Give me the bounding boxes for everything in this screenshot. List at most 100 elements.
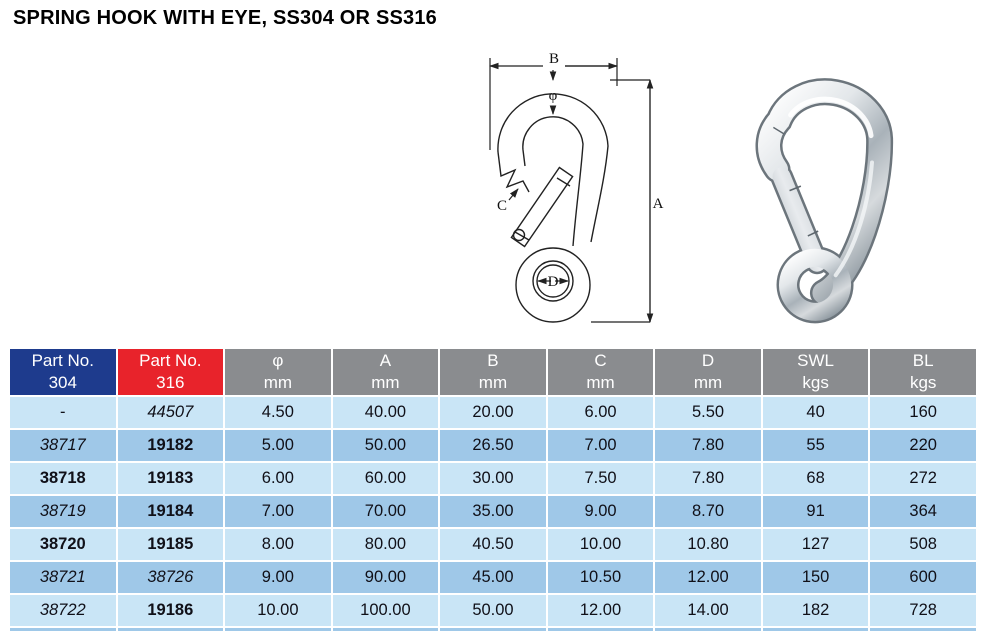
cell: 19184 — [117, 496, 224, 527]
hook-outline — [497, 93, 609, 323]
table-row: 38719 19184 7.00 70.00 35.00 9.00 8.70 91 364 — [10, 496, 976, 527]
cell: 7.00 — [225, 496, 331, 527]
cell: 30.00 — [440, 463, 546, 494]
table-row-clipped — [10, 628, 976, 631]
product-photo — [755, 78, 894, 324]
table-row: 38721 38726 9.00 90.00 45.00 10.50 12.00 150 600 — [10, 562, 976, 593]
cell: 10.00 — [547, 529, 654, 560]
cell: 38717 — [10, 430, 116, 461]
column-header-part-no-316: Part No. 316 — [117, 349, 224, 395]
cell: - — [10, 397, 116, 428]
cell: 272 — [870, 463, 976, 494]
column-header-swl-kgs: SWL kgs — [762, 349, 869, 395]
spec-table-body: -44507 4.50 40.00 20.00 6.00 5.50 40 160 38717 19… — [10, 397, 976, 631]
cell: 7.80 — [655, 463, 761, 494]
cell: 7.50 — [547, 463, 654, 494]
cell: 7.00 — [547, 430, 654, 461]
cell: 508 — [870, 529, 976, 560]
cell: 9.00 — [225, 562, 331, 593]
cell: 5.50 — [655, 397, 761, 428]
cell: 70.00 — [332, 496, 439, 527]
cell — [762, 628, 869, 631]
cell: 19185 — [117, 529, 224, 560]
cell: 100.00 — [332, 595, 439, 626]
cell: 68 — [762, 463, 869, 494]
cell: 10.00 — [225, 595, 331, 626]
dim-c-label: C — [497, 198, 507, 214]
cell: 6.00 — [225, 463, 331, 494]
cell: 40.50 — [440, 529, 546, 560]
dim-phi-label: φ — [549, 88, 558, 104]
cell: 38726 — [117, 562, 224, 593]
cell: 60.00 — [332, 463, 439, 494]
cell: 50.00 — [332, 430, 439, 461]
cell: 150 — [762, 562, 869, 593]
column-header--mm: φ mm — [225, 349, 331, 395]
cell: 55 — [762, 430, 869, 461]
table-row: -44507 4.50 40.00 20.00 6.00 5.50 40 160 — [10, 397, 976, 428]
cell: 7.80 — [655, 430, 761, 461]
cell: 19182 — [117, 430, 224, 461]
cell: 12.00 — [547, 595, 654, 626]
cell: 26.50 — [440, 430, 546, 461]
cell: 160 — [870, 397, 976, 428]
cell: 45.00 — [440, 562, 546, 593]
dim-d-label: D — [548, 274, 559, 290]
cell: 38719 — [10, 496, 116, 527]
page-title: SPRING HOOK WITH EYE, SS304 OR SS316 — [13, 7, 437, 29]
cell: 80.00 — [332, 529, 439, 560]
table-row: 38717 19182 5.00 50.00 26.50 7.00 7.80 55 220 — [10, 430, 976, 461]
cell: 127 — [762, 529, 869, 560]
cell: 38722 — [10, 595, 116, 626]
cell: 90.00 — [332, 562, 439, 593]
cell — [440, 628, 546, 631]
cell: 14.00 — [655, 595, 761, 626]
cell: 38720 — [10, 529, 116, 560]
cell: 9.00 — [547, 496, 654, 527]
cell: 20.00 — [440, 397, 546, 428]
column-header-part-no-304: Part No. 304 — [10, 349, 116, 395]
dimension-diagram: B φ A C D — [445, 51, 664, 323]
cell: 182 — [762, 595, 869, 626]
cell — [870, 628, 976, 631]
table-row: 38720 19185 8.00 80.00 40.50 10.00 10.80 127 508 — [10, 529, 976, 560]
cell: 600 — [870, 562, 976, 593]
cell: 19183 — [117, 463, 224, 494]
cell: 728 — [870, 595, 976, 626]
cell: 4.50 — [225, 397, 331, 428]
cell: 5.00 — [225, 430, 331, 461]
cell — [117, 628, 224, 631]
table-row: 38718 19183 6.00 60.00 30.00 7.50 7.80 68 272 — [10, 463, 976, 494]
cell — [547, 628, 654, 631]
cell — [10, 628, 116, 631]
dim-a-label: A — [653, 196, 664, 212]
dimension-lines — [490, 58, 654, 323]
cell: 91 — [762, 496, 869, 527]
spring-hook-image — [755, 78, 894, 324]
cell: 10.80 — [655, 529, 761, 560]
cell: 12.00 — [655, 562, 761, 593]
cell — [655, 628, 761, 631]
cell: 8.70 — [655, 496, 761, 527]
cell: 364 — [870, 496, 976, 527]
cell: 220 — [870, 430, 976, 461]
cell: 40.00 — [332, 397, 439, 428]
cell: 19186 — [117, 595, 224, 626]
cell: 8.00 — [225, 529, 331, 560]
cell: 44507 — [117, 397, 224, 428]
cell: 38721 — [10, 562, 116, 593]
dim-b-label: B — [549, 51, 559, 67]
column-header-bl-kgs: BL kgs — [870, 349, 976, 395]
table-row: 38722 19186 10.00 100.00 50.00 12.00 14.00 182 7… — [10, 595, 976, 626]
cell: 6.00 — [547, 397, 654, 428]
cell: 10.50 — [547, 562, 654, 593]
cell: 50.00 — [440, 595, 546, 626]
cell — [225, 628, 331, 631]
